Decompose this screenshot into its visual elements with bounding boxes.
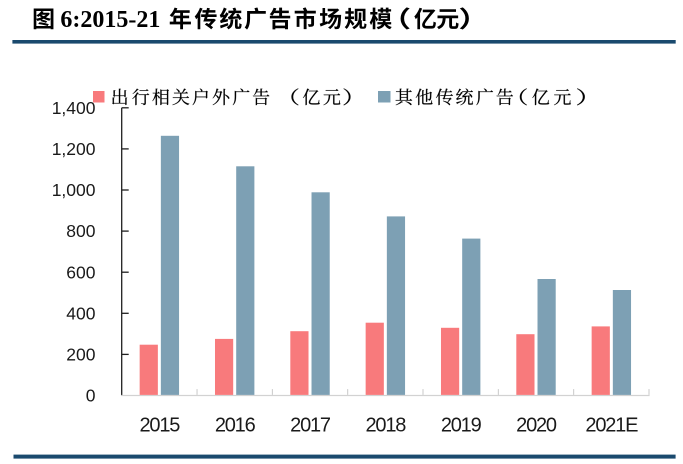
svg-text:2015: 2015 (140, 414, 181, 436)
svg-text:2018: 2018 (365, 414, 406, 436)
svg-text:600: 600 (66, 262, 95, 282)
svg-text:2021E: 2021E (585, 414, 638, 436)
svg-text:0: 0 (86, 386, 96, 406)
svg-text:1,200: 1,200 (52, 139, 96, 159)
svg-text:2020: 2020 (516, 414, 557, 436)
svg-text:400: 400 (66, 303, 95, 323)
svg-text:2017: 2017 (290, 414, 331, 436)
svg-text:2016: 2016 (215, 414, 256, 436)
svg-text:2019: 2019 (441, 414, 482, 436)
svg-text:6:2015-21: 6:2015-21 (60, 7, 160, 33)
svg-text:1,000: 1,000 (52, 180, 96, 200)
svg-text:200: 200 (66, 345, 95, 365)
svg-text:1,400: 1,400 (52, 98, 96, 118)
svg-text:800: 800 (66, 221, 95, 241)
